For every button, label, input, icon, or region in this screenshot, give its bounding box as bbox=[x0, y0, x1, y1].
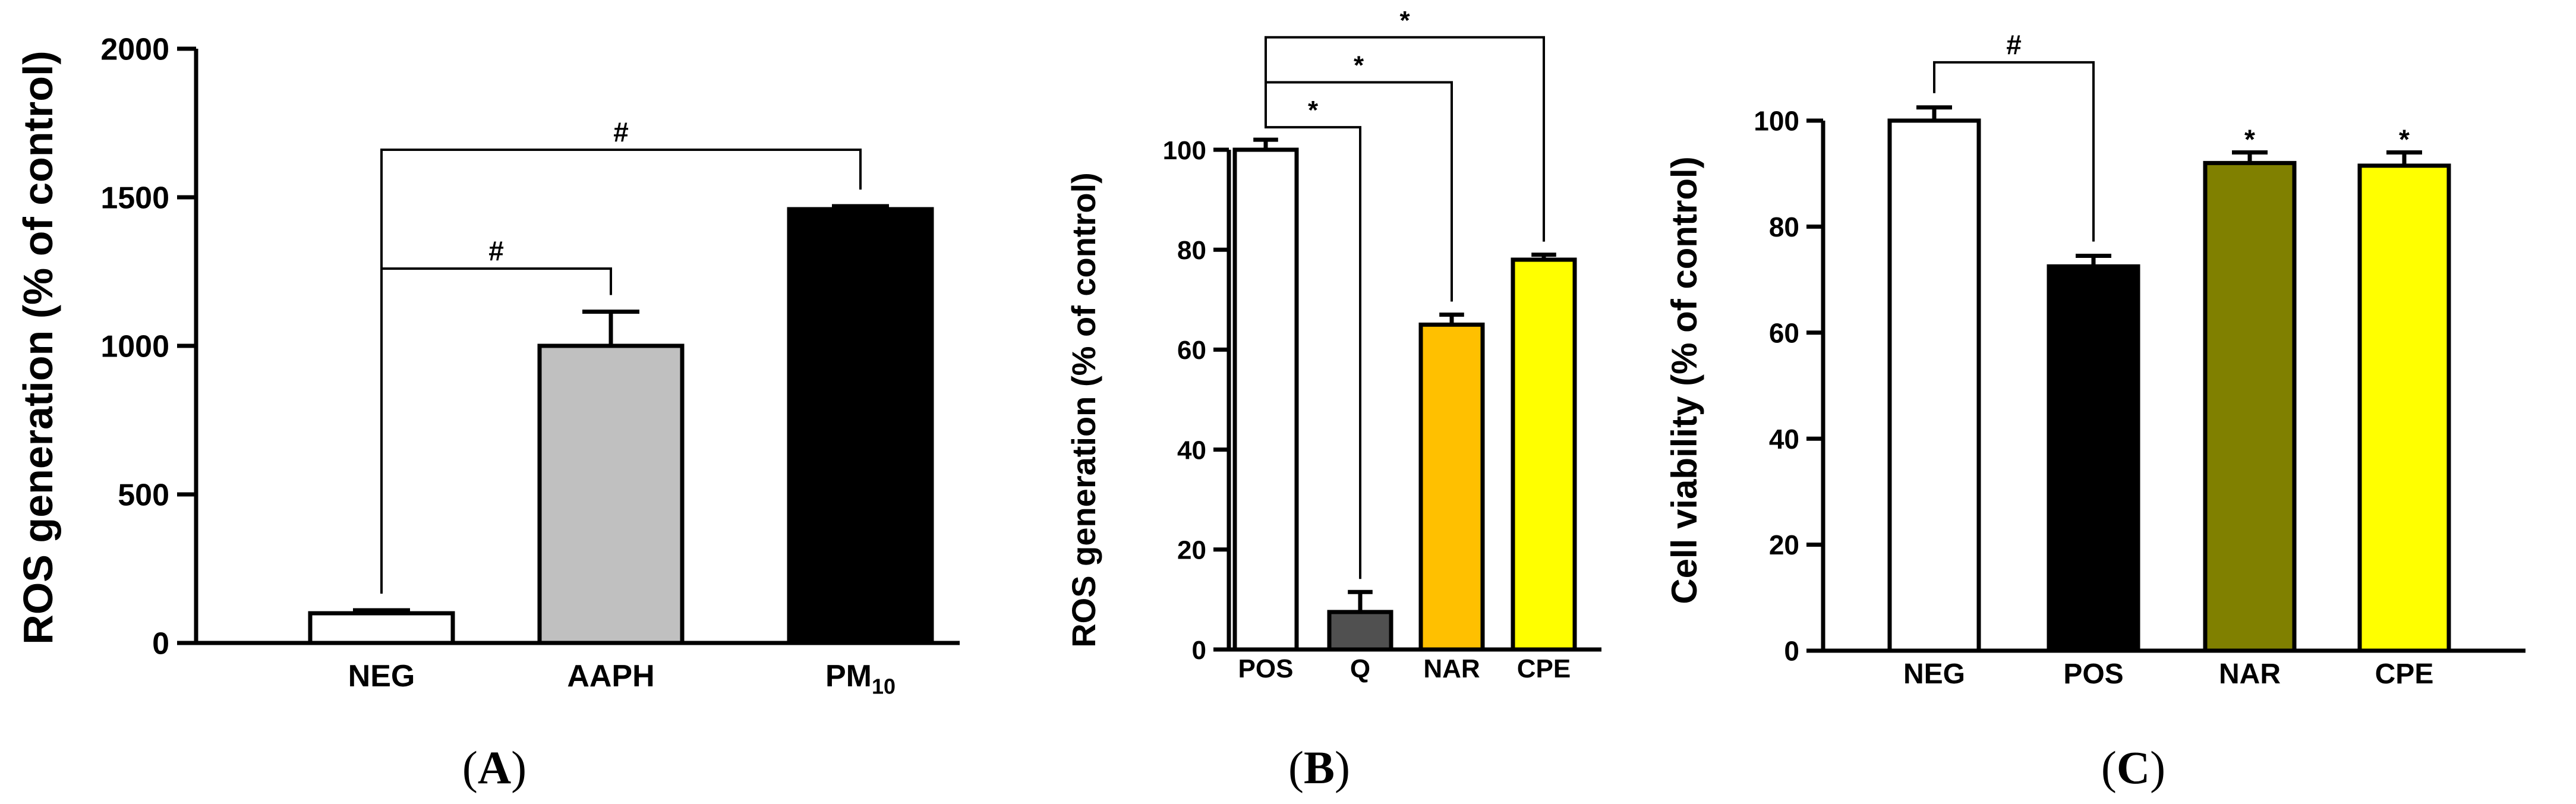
panel-c-significance-symbol: # bbox=[2006, 29, 2022, 60]
panel-b-significance-symbol: * bbox=[1308, 96, 1319, 125]
panel-c-bar bbox=[2357, 163, 2451, 653]
panel-b-x-tick-label: POS bbox=[1238, 654, 1294, 683]
panel-b-x-tick-label: CPE bbox=[1517, 654, 1571, 683]
panel-a-ylabel: ROS generation (% of control) bbox=[15, 51, 61, 644]
panel-a-y-tick-label: 2000 bbox=[100, 33, 169, 67]
panel-b-comparison-bracket bbox=[1265, 126, 1361, 579]
panel-c-x-tick-label: NAR bbox=[2219, 658, 2281, 690]
panel-b: ROS generation (% of control) (B) 0 20 40 6… bbox=[1065, 6, 1601, 793]
panel-a-significance-symbol: # bbox=[488, 235, 504, 266]
panel-c-bar-significance-mark: * bbox=[2244, 124, 2255, 155]
panel-c-y-tick-label: 60 bbox=[1769, 317, 1799, 348]
panel-a-y-tick-label: 500 bbox=[118, 478, 169, 513]
panel-c: Cell viability (% of control) (C) 0 20 40 6… bbox=[1664, 29, 2525, 793]
panel-b-x-tick-label: Q bbox=[1350, 654, 1370, 683]
panel-b-comparison-bracket bbox=[1265, 36, 1545, 242]
panel-a-label: (A) bbox=[462, 742, 526, 793]
panel-a: ROS generation (% of control) (A) 0 500 10… bbox=[15, 33, 960, 793]
panel-b-y-tick-label: 20 bbox=[1177, 536, 1206, 565]
panel-b-bar bbox=[1327, 610, 1393, 652]
panel-c-y-tick-label: 20 bbox=[1769, 529, 1799, 560]
panel-a-x-tick-label: PM10 bbox=[825, 659, 896, 699]
panel-a-y-tick-label: 0 bbox=[152, 627, 169, 661]
panel-a-x-tick-label: AAPH bbox=[567, 659, 654, 693]
panel-b-significance-symbol: * bbox=[1399, 6, 1410, 35]
panel-c-y-tick-label: 80 bbox=[1769, 212, 1799, 242]
panel-b-label: (B) bbox=[1288, 742, 1350, 793]
panel-c-label: (C) bbox=[2101, 742, 2165, 793]
panel-a-comparison-bracket bbox=[380, 149, 862, 594]
panel-c-y-tick-label: 40 bbox=[1769, 424, 1799, 455]
panel-a-y-tick-label: 1500 bbox=[100, 181, 169, 216]
panel-b-ylabel: ROS generation (% of control) bbox=[1065, 172, 1102, 648]
panel-c-bar bbox=[2047, 264, 2140, 653]
panel-a-x-tick-label: NEG bbox=[348, 659, 415, 693]
panel-c-bar bbox=[1887, 118, 1981, 653]
panel-b-y-tick-label: 40 bbox=[1177, 436, 1206, 465]
panel-c-ylabel: Cell viability (% of control) bbox=[1664, 156, 1704, 604]
panel-c-y-tick-label: 100 bbox=[1754, 106, 1799, 137]
panel-b-y-tick-label: 100 bbox=[1163, 136, 1206, 165]
panel-b-bar bbox=[1232, 147, 1299, 652]
panel-b-bar bbox=[1418, 322, 1485, 652]
panel-c-bar bbox=[2203, 160, 2297, 653]
panel-c-x-tick-label: CPE bbox=[2375, 658, 2434, 690]
panel-a-bar bbox=[537, 343, 685, 645]
panel-c-y-tick-label: 0 bbox=[1784, 636, 1799, 667]
panel-a-bar bbox=[308, 611, 455, 645]
panel-a-bar bbox=[787, 207, 934, 645]
panel-c-x-tick-label: NEG bbox=[1903, 658, 1965, 690]
panel-b-x-tick-label: NAR bbox=[1423, 654, 1480, 683]
panel-c-bar-significance-mark: * bbox=[2399, 124, 2410, 155]
panel-b-y-tick-label: 0 bbox=[1192, 636, 1206, 665]
panel-b-y-tick-label: 80 bbox=[1177, 236, 1206, 265]
panel-c-x-tick-label: POS bbox=[2063, 658, 2123, 690]
panel-a-y-tick-label: 1000 bbox=[100, 330, 169, 364]
panel-b-bar bbox=[1511, 257, 1577, 652]
panel-b-y-tick-label: 60 bbox=[1177, 336, 1206, 365]
panel-b-significance-symbol: * bbox=[1354, 51, 1364, 80]
panel-a-significance-symbol: # bbox=[613, 116, 629, 147]
panel-c-comparison-bracket bbox=[1933, 61, 2095, 242]
